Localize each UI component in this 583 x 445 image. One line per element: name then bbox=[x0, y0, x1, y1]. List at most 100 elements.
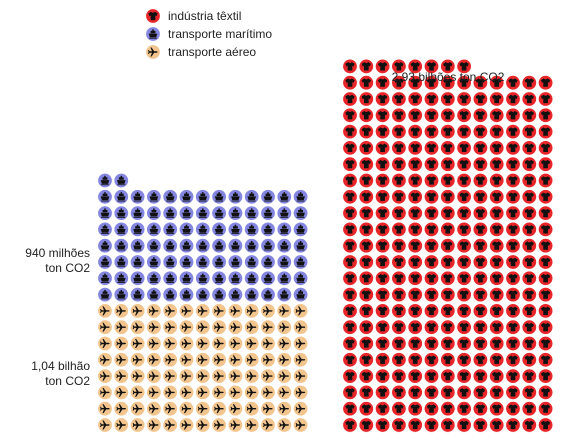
textile-icon-mark bbox=[391, 319, 407, 335]
air-icon-mark bbox=[195, 401, 211, 417]
textile-icon-mark bbox=[440, 352, 456, 368]
textile-icon-mark bbox=[423, 368, 439, 384]
textile-icon-mark bbox=[391, 270, 407, 286]
textile-icon-mark bbox=[407, 156, 423, 172]
textile-icon-mark bbox=[440, 124, 456, 140]
air-icon-mark bbox=[179, 368, 195, 384]
maritime-icon-mark bbox=[130, 254, 146, 270]
air-icon-mark bbox=[162, 417, 178, 433]
textile-icon-mark bbox=[375, 107, 391, 123]
maritime-icon-mark bbox=[113, 254, 129, 270]
textile-icon-mark bbox=[407, 319, 423, 335]
textile-icon-mark bbox=[505, 173, 521, 189]
air-icon-mark bbox=[227, 384, 243, 400]
textile-icon-mark bbox=[472, 319, 488, 335]
textile-icon-mark bbox=[521, 156, 537, 172]
textile-icon-mark bbox=[521, 189, 537, 205]
maritime-icon-mark bbox=[260, 221, 276, 237]
maritime-icon-mark bbox=[113, 270, 129, 286]
maritime-icon-mark bbox=[244, 270, 260, 286]
textile-icon-mark bbox=[505, 417, 521, 433]
textile-icon-mark bbox=[342, 254, 358, 270]
textile-icon-mark bbox=[358, 303, 374, 319]
textile-icon-mark bbox=[407, 58, 423, 74]
textile-icon-mark bbox=[375, 254, 391, 270]
textile-icon-mark bbox=[440, 401, 456, 417]
maritime-icon-mark bbox=[97, 238, 113, 254]
textile-icon-mark bbox=[472, 173, 488, 189]
textile-icon-mark bbox=[342, 91, 358, 107]
legend-item-maritime: transporte marítimo bbox=[145, 26, 272, 42]
maritime-icon-mark bbox=[195, 238, 211, 254]
textile-icon-mark bbox=[375, 335, 391, 351]
maritime-icon-mark bbox=[179, 205, 195, 221]
air-icon-mark bbox=[130, 401, 146, 417]
textile-icon-mark bbox=[423, 384, 439, 400]
textile-icon-mark bbox=[489, 91, 505, 107]
textile-icon-mark bbox=[472, 368, 488, 384]
textile-icon-mark bbox=[489, 156, 505, 172]
air-icon-mark bbox=[293, 352, 309, 368]
textile-icon-mark bbox=[505, 205, 521, 221]
air-icon-mark bbox=[97, 384, 113, 400]
textile-icon-mark bbox=[440, 91, 456, 107]
maritime-icon-mark bbox=[293, 238, 309, 254]
textile-icon-mark bbox=[358, 384, 374, 400]
textile-icon-mark bbox=[489, 303, 505, 319]
textile-icon-mark bbox=[407, 238, 423, 254]
textile-icon-mark bbox=[538, 189, 554, 205]
maritime-icon-mark bbox=[195, 189, 211, 205]
air-icon-mark bbox=[146, 335, 162, 351]
maritime-icon-mark bbox=[97, 189, 113, 205]
air-icon-mark bbox=[211, 384, 227, 400]
value-label-textile: 2,93 bilhões ton CO2 bbox=[392, 70, 505, 84]
textile-icon-mark bbox=[538, 107, 554, 123]
air-icon-mark bbox=[276, 417, 292, 433]
textile-icon-mark bbox=[342, 205, 358, 221]
maritime-icon-mark bbox=[211, 254, 227, 270]
maritime-icon-mark bbox=[113, 205, 129, 221]
air-icon-mark bbox=[130, 335, 146, 351]
textile-icon-mark bbox=[456, 401, 472, 417]
air-icon-mark bbox=[276, 303, 292, 319]
textile-icon-mark bbox=[456, 75, 472, 91]
air-icon-mark bbox=[260, 352, 276, 368]
textile-icon-mark bbox=[440, 205, 456, 221]
air-icon-mark bbox=[276, 368, 292, 384]
textile-icon-mark bbox=[358, 140, 374, 156]
value-labels: 2,93 bilhões ton CO2 940 milhões ton CO2 1,… bbox=[25, 70, 504, 388]
textile-icon-mark bbox=[407, 189, 423, 205]
maritime-icon-mark bbox=[276, 238, 292, 254]
textile-icon-mark bbox=[521, 401, 537, 417]
air-icon-mark bbox=[227, 352, 243, 368]
textile-icon-mark bbox=[358, 58, 374, 74]
textile-icon-mark bbox=[505, 401, 521, 417]
textile-icon-mark bbox=[375, 303, 391, 319]
air-icon-mark bbox=[195, 319, 211, 335]
textile-icon-mark bbox=[472, 270, 488, 286]
textile-icon-mark bbox=[358, 124, 374, 140]
textile-icon-mark bbox=[505, 238, 521, 254]
textile-icon-mark bbox=[407, 205, 423, 221]
textile-icon-mark bbox=[440, 287, 456, 303]
textile-icon-mark bbox=[505, 107, 521, 123]
textile-icon-mark bbox=[358, 75, 374, 91]
maritime-icon-mark bbox=[227, 270, 243, 286]
textile-icon-mark bbox=[423, 124, 439, 140]
maritime-icon-mark bbox=[179, 254, 195, 270]
air-icon-mark bbox=[260, 335, 276, 351]
textile-icon-mark bbox=[423, 189, 439, 205]
textile-icon-mark bbox=[456, 417, 472, 433]
legend-marker-textile bbox=[145, 8, 161, 24]
textile-icon-mark bbox=[342, 303, 358, 319]
maritime-icon-mark bbox=[211, 205, 227, 221]
textile-icon-mark bbox=[472, 352, 488, 368]
air-icon-mark bbox=[211, 401, 227, 417]
air-icon-mark bbox=[97, 303, 113, 319]
textile-icon-mark bbox=[538, 368, 554, 384]
maritime-icon-mark bbox=[113, 221, 129, 237]
textile-icon-mark bbox=[375, 156, 391, 172]
air-icon-mark bbox=[211, 303, 227, 319]
textile-icon-mark bbox=[456, 319, 472, 335]
textile-icon-mark bbox=[521, 303, 537, 319]
